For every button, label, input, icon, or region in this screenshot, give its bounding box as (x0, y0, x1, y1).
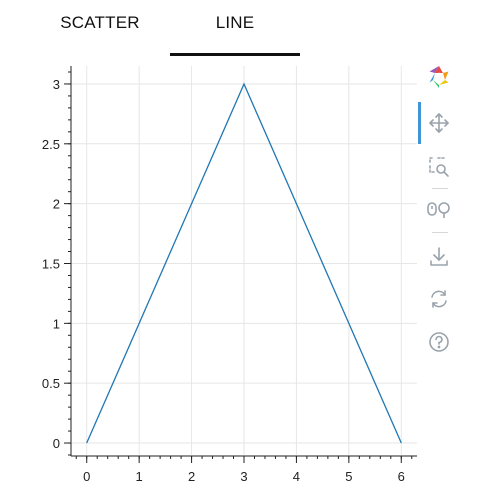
tab-line-label: LINE (215, 13, 255, 32)
reset-icon[interactable] (424, 284, 454, 314)
toolbar-separator (432, 188, 448, 189)
x-tick-label: 1 (136, 469, 143, 484)
axes: 0 0.5 1 1.5 2 2.5 3 0 1 2 3 4 5 6 (42, 66, 417, 484)
active-tool-indicator (418, 102, 421, 144)
help-icon[interactable] (424, 327, 454, 357)
tab-scatter[interactable]: SCATTER (40, 10, 160, 56)
pan-icon[interactable] (424, 108, 454, 138)
wheel-zoom-icon[interactable] (424, 194, 454, 224)
x-tick-label: 0 (83, 469, 90, 484)
y-tick-label: 0 (53, 436, 60, 451)
y-tick-label: 1 (53, 316, 60, 331)
x-tick-label: 4 (293, 469, 300, 484)
series (86, 82, 402, 444)
x-tick-label: 6 (398, 469, 405, 484)
grid (71, 66, 417, 455)
series-line (86, 82, 402, 444)
tab-scatter-label: SCATTER (60, 13, 140, 32)
y-tick-label: 0.5 (42, 376, 60, 391)
y-tick-label: 1.5 (42, 256, 60, 271)
x-tick-label: 3 (240, 469, 247, 484)
chart-toolbar (418, 60, 464, 360)
active-tab-indicator (170, 53, 300, 56)
bokeh-logo-icon[interactable] (424, 62, 454, 92)
x-tick-label: 5 (345, 469, 352, 484)
box-zoom-icon[interactable] (424, 152, 454, 182)
x-tick-label: 2 (188, 469, 195, 484)
y-tick-label: 2.5 (42, 137, 60, 152)
tab-line[interactable]: LINE (170, 10, 300, 56)
y-tick-label: 2 (53, 197, 60, 212)
toolbar-separator (432, 232, 448, 233)
y-tick-label: 3 (53, 77, 60, 92)
save-icon[interactable] (424, 242, 454, 272)
tab-bar: SCATTER LINE (40, 0, 340, 58)
